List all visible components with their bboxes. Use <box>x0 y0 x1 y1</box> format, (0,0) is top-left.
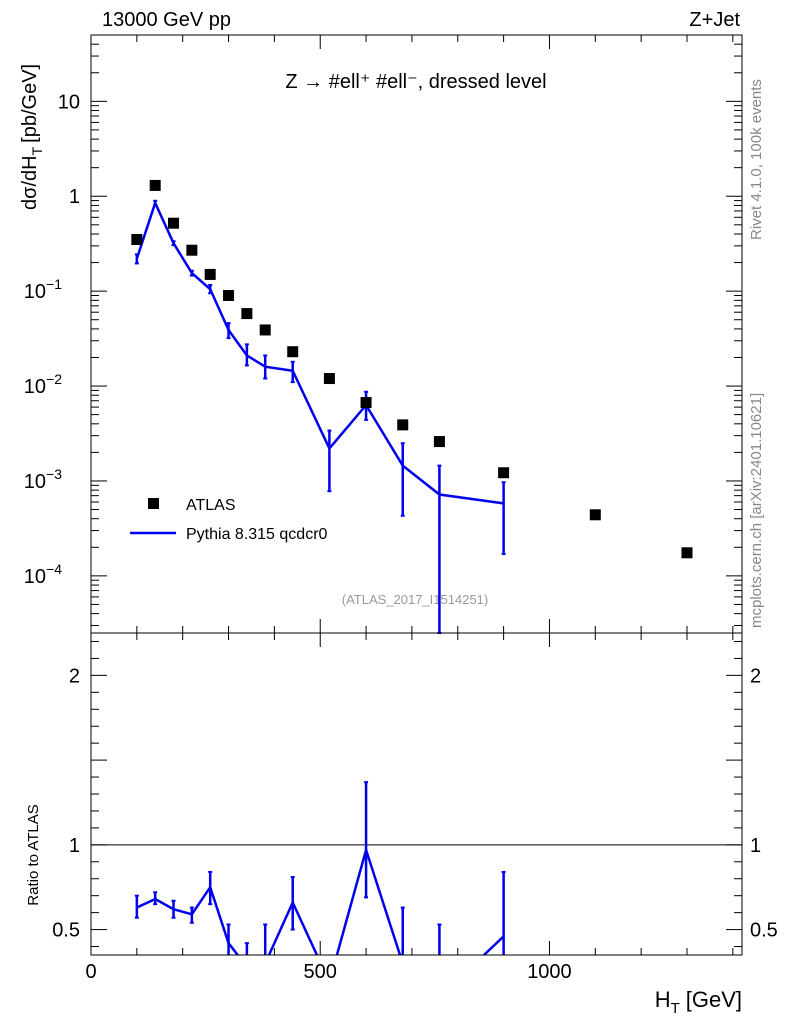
atlas-series <box>131 179 693 559</box>
ratio-y-tick-label: 1 <box>69 835 80 857</box>
atlas-data-point <box>186 244 198 256</box>
ratio-y-tick-label: 2 <box>69 665 80 687</box>
main-y-tick-labels: 10 1 10−1 10−2 10−3 10−4 <box>24 91 80 588</box>
pythia-main-series <box>134 199 506 634</box>
xlabel-sub: T <box>671 1000 680 1017</box>
main-panel: 10 1 10−1 10−2 10−3 10−4 Z → #ell⁺ #ell⁻, dre… <box>19 34 743 634</box>
main-y-tick-label: 10−2 <box>24 371 62 398</box>
ratio-y-tick-label: 0.5 <box>52 920 80 942</box>
main-y-tick-label: 10−4 <box>24 561 62 588</box>
x-tick-label: 500 <box>304 961 337 983</box>
ratio-y-tick-label-right: 2 <box>750 665 761 687</box>
legend-pythia-label: Pythia 8.315 qcdcr0 <box>186 526 328 543</box>
ratio-y-tick-labels: 0.5 0.5 1 1 2 2 <box>52 665 778 941</box>
atlas-data-point <box>287 346 299 358</box>
main-y-tick-label: 1 <box>69 186 80 208</box>
main-y-axis-label: dσ/dHT [pb/GeV] <box>19 64 45 210</box>
analysis-watermark: (ATLAS_2017_I1514251) <box>342 592 488 607</box>
main-y-tick-label: 10−1 <box>24 276 62 303</box>
xlabel-unit: [GeV] <box>686 987 742 1012</box>
rivet-version-label: Rivet 4.1.0, 100k events <box>748 79 765 240</box>
main-title: Z → #ell⁺ #ell⁻, dressed level <box>285 71 546 93</box>
main-y-tick-label: 10 <box>58 91 80 113</box>
legend-atlas-label: ATLAS <box>186 497 236 514</box>
pythia-ratio-series <box>134 781 506 955</box>
main-ticks <box>90 34 742 633</box>
atlas-data-point <box>360 397 372 409</box>
atlas-data-point <box>241 308 253 320</box>
ratio-ticks <box>90 633 742 955</box>
main-y-tick-label: 10−3 <box>24 466 62 493</box>
legend: ATLAS Pythia 8.315 qcdcr0 <box>130 497 328 543</box>
atlas-data-point <box>149 179 161 191</box>
pythia-ratio-clip-group <box>134 781 506 955</box>
energy-label: 13000 GeV pp <box>102 9 231 31</box>
xlabel-main: H <box>655 987 671 1012</box>
svg-text:dσ/dHT[pb/GeV]: dσ/dHT [pb/GeV] <box>19 64 45 210</box>
main-frame <box>90 34 743 634</box>
atlas-data-point <box>323 373 335 385</box>
ratio-x-tick-labels: 0 500 1000 <box>85 961 571 983</box>
atlas-data-point <box>681 547 693 559</box>
ratio-panel: 0.5 0.5 1 1 2 2 0 500 1000 Ratio to ATLAS HT [Ge… <box>25 632 778 1017</box>
atlas-data-point <box>223 289 235 301</box>
atlas-data-point <box>498 467 510 479</box>
atlas-data-point <box>131 234 143 246</box>
atlas-data-point <box>397 419 409 431</box>
ratio-y-tick-label-right: 0.5 <box>750 920 778 942</box>
atlas-data-point <box>433 436 445 448</box>
x-axis-label: HT [GeV] <box>655 987 742 1017</box>
atlas-data-point <box>589 509 601 521</box>
legend-atlas-marker <box>148 498 159 509</box>
ratio-y-axis-label: Ratio to ATLAS <box>25 804 42 905</box>
pythia-ratio-line <box>136 845 505 955</box>
atlas-data-point <box>259 324 271 336</box>
pythia-main-line <box>135 199 504 505</box>
main-ylabel-main: dσ/dH <box>19 155 41 210</box>
mcplots-label: mcplots.cern.ch [arXiv:2401.10621] <box>748 393 765 628</box>
main-ylabel-sub: T <box>29 146 45 155</box>
x-tick-label: 1000 <box>527 961 572 983</box>
main-ylabel-unit: [pb/GeV] <box>19 64 41 143</box>
ratio-frame <box>90 632 743 956</box>
x-tick-label: 0 <box>85 961 96 983</box>
atlas-data-point <box>204 268 216 280</box>
process-label: Z+Jet <box>689 9 740 31</box>
atlas-data-point <box>168 217 180 229</box>
ratio-y-tick-label-right: 1 <box>750 835 761 857</box>
